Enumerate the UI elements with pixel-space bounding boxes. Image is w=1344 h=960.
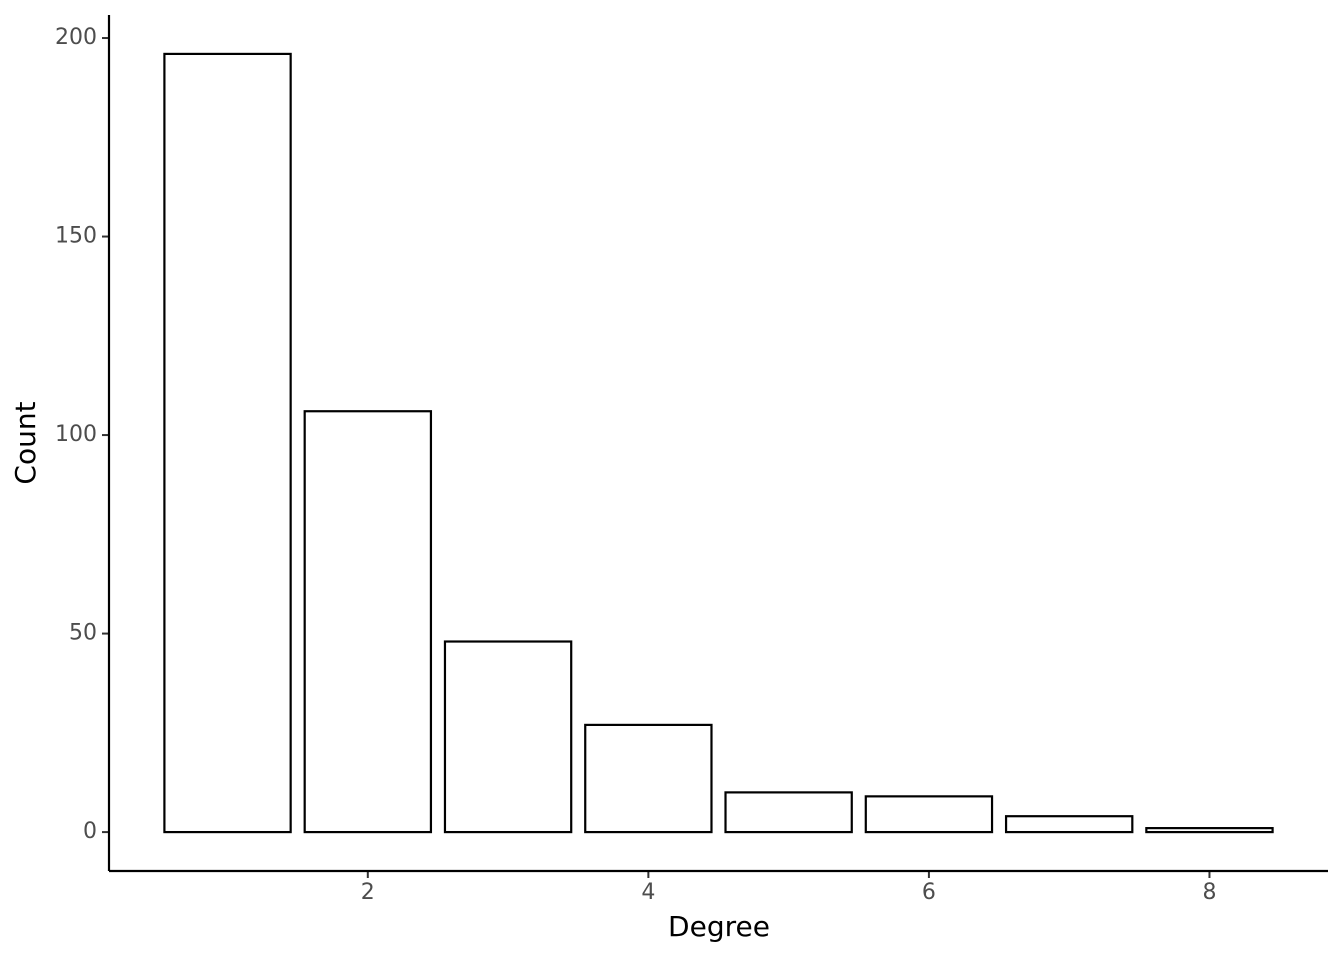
bar bbox=[724, 791, 853, 834]
y-tick-label: 200 bbox=[55, 25, 97, 50]
bar bbox=[163, 52, 292, 834]
x-tick-label: 6 bbox=[922, 880, 936, 905]
y-tick-label: 150 bbox=[55, 224, 97, 249]
y-tick-label: 0 bbox=[83, 819, 97, 844]
y-tick-label: 100 bbox=[55, 422, 97, 447]
bar bbox=[584, 723, 713, 834]
y-axis-title: Count bbox=[9, 401, 42, 484]
bar bbox=[303, 410, 433, 834]
x-tick-label: 2 bbox=[361, 880, 375, 905]
bar bbox=[443, 640, 573, 834]
bar bbox=[1004, 815, 1134, 834]
x-tick-label: 4 bbox=[641, 880, 655, 905]
x-axis-title: Degree bbox=[668, 910, 770, 943]
bar bbox=[864, 795, 994, 834]
bar bbox=[1145, 827, 1274, 834]
y-tick-label: 50 bbox=[69, 621, 97, 646]
x-tick-label: 8 bbox=[1202, 880, 1216, 905]
